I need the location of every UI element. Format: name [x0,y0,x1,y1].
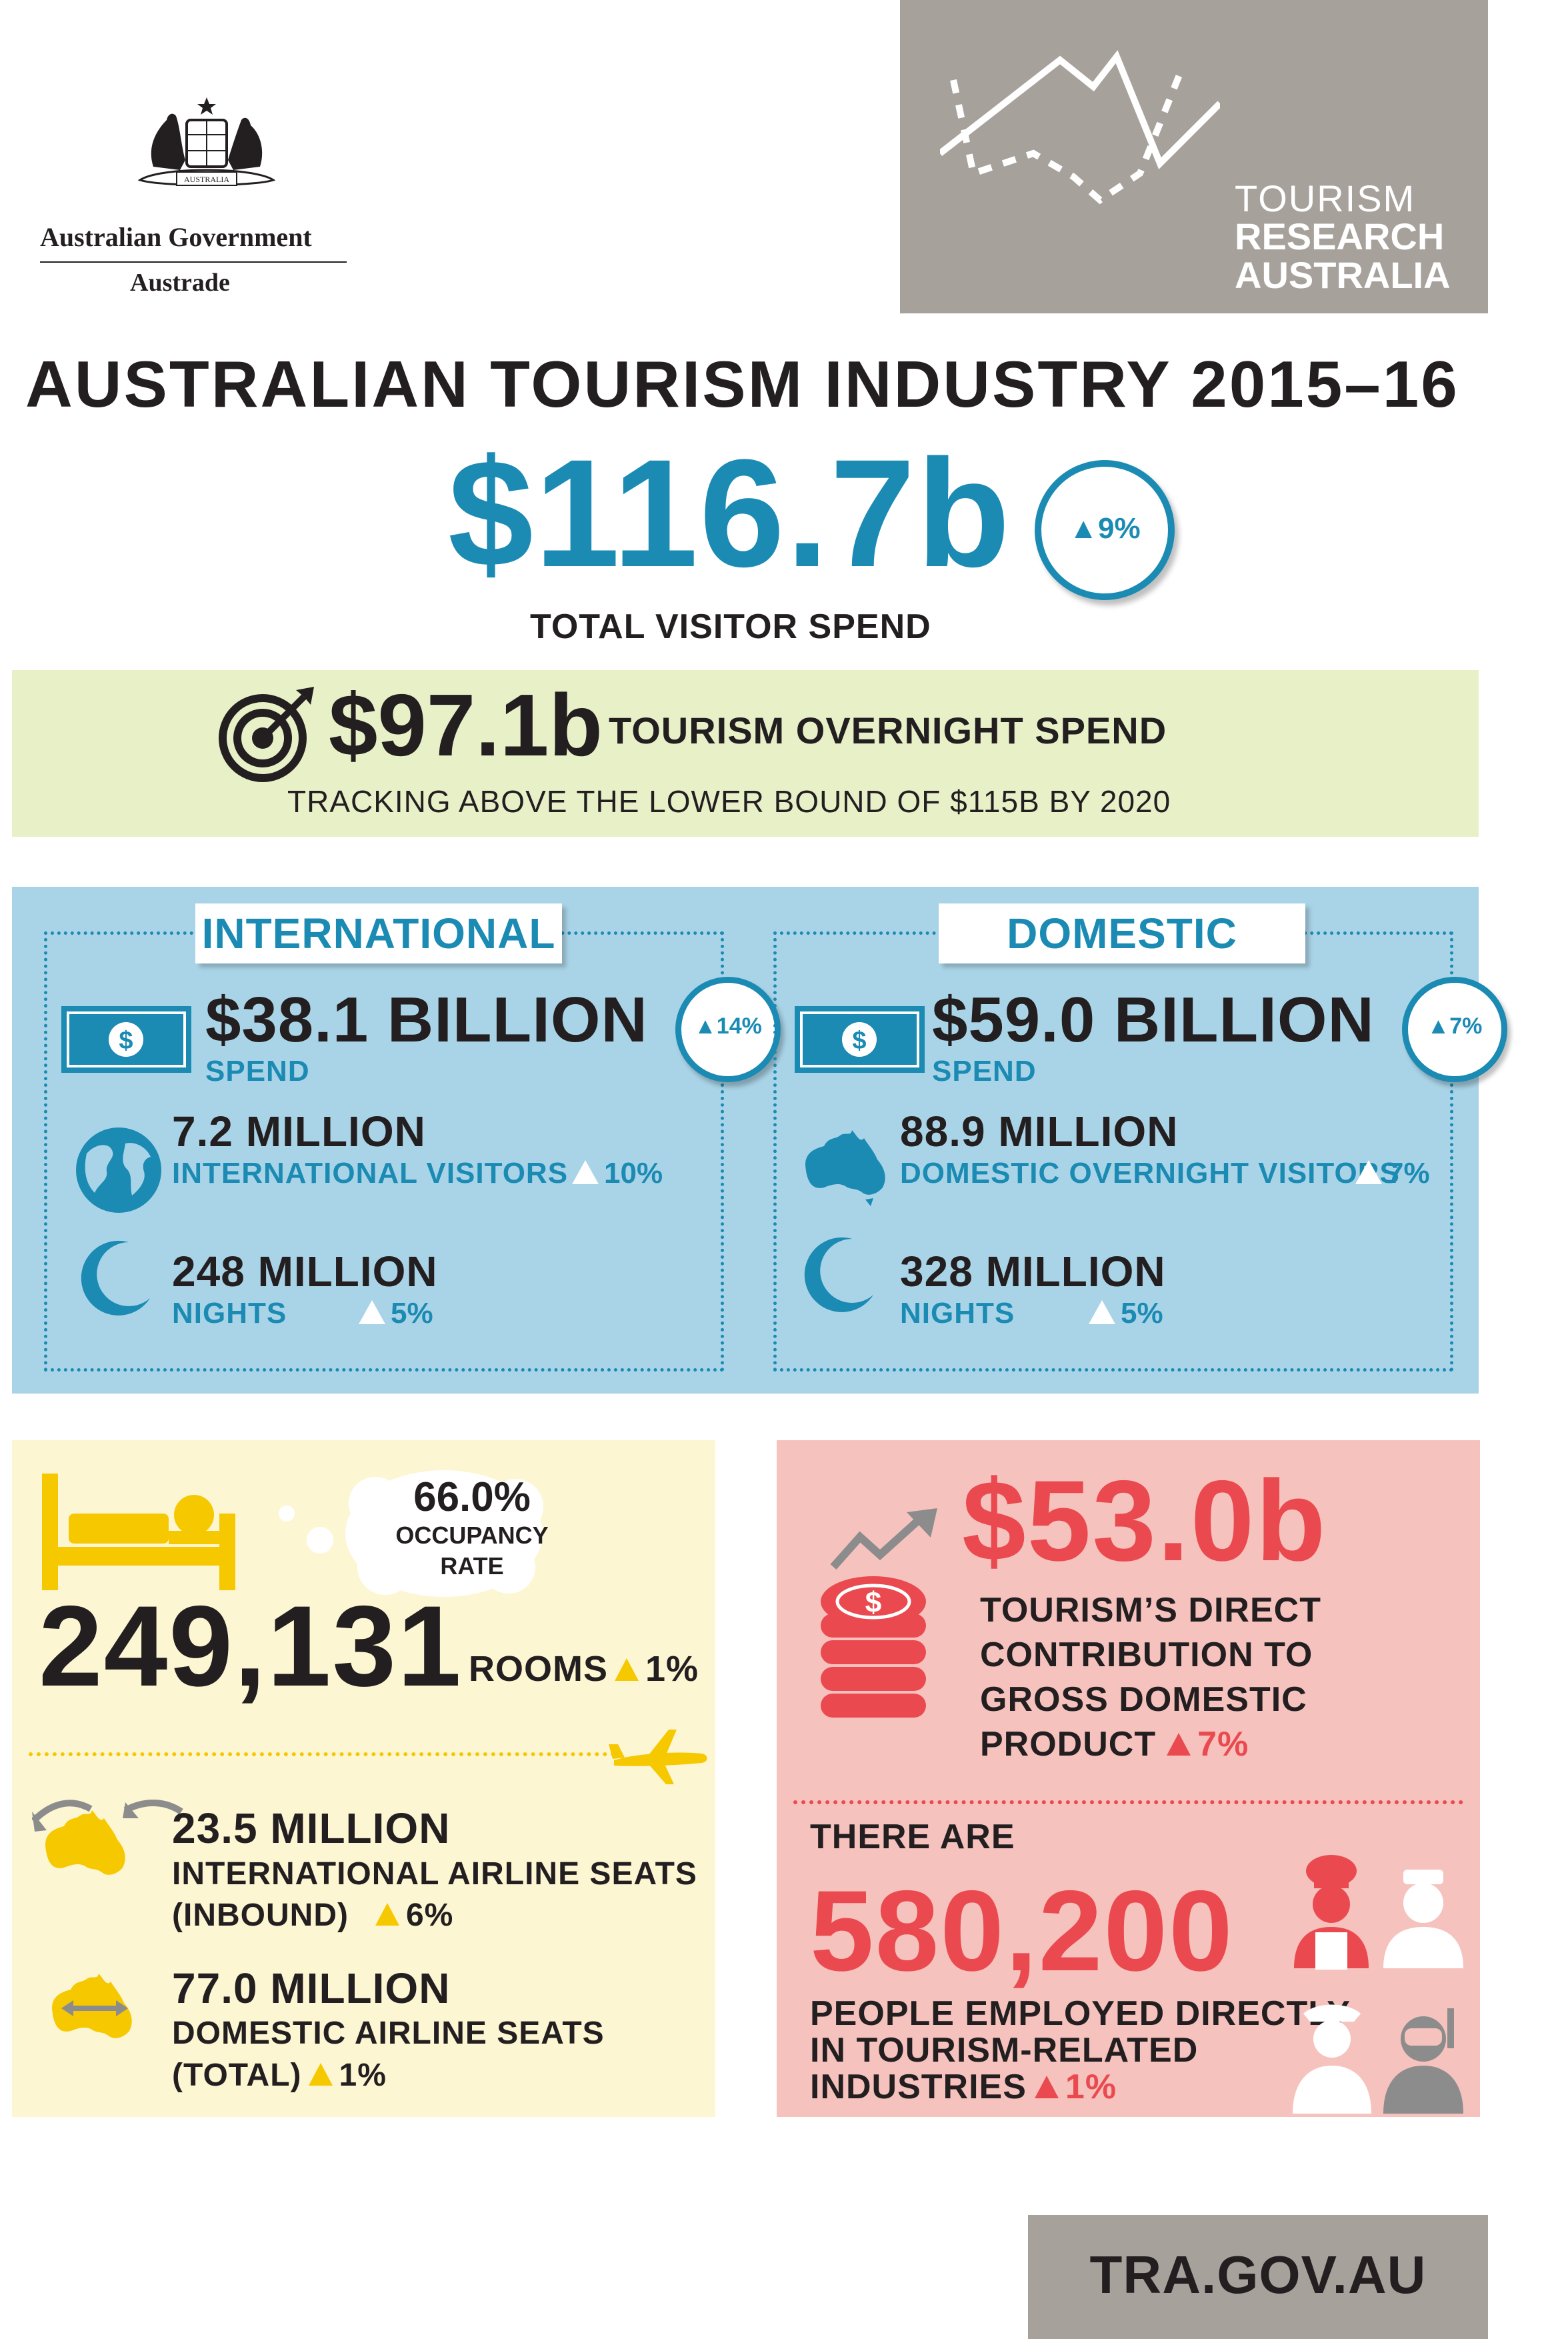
gdp-label-1: TOURISM’S DIRECT [980,1591,1321,1630]
globe-icon [76,1127,161,1213]
total-visitor-spend-value: $116.7b [448,427,1012,599]
up-arrow-icon [572,1160,599,1184]
international-nights-value: 248 MILLION [172,1248,438,1296]
up-arrow-icon [615,1658,639,1681]
australian-government-logo: AUSTRALIA Australian Government Austrade [27,93,347,320]
overnight-spend-value: $97.1b [329,676,603,774]
tra-line-2: RESEARCH [1235,215,1445,257]
domestic-flight-map-icon [52,1974,132,2038]
employment-label-2: IN TOURISM-RELATED [810,2031,1199,2070]
economic-contribution-panel: $ $53.0b TOURISM’S DIRECT CONTRIBUTION T… [777,1440,1480,2117]
divider [793,1800,1463,1804]
domestic-visitors-value: 88.9 MILLION [900,1107,1179,1155]
domestic-title: DOMESTIC [939,903,1305,963]
domestic-visitors-label: DOMESTIC OVERNIGHT VISITORS [900,1157,1400,1190]
department-name: Austrade [130,269,230,297]
occupancy-label: OCCUPANCY [395,1522,549,1549]
international-visitors-value: 7.2 MILLION [172,1107,426,1155]
international-nights-change: 5% [359,1297,433,1330]
change-badge: ▲7% [1402,977,1507,1082]
up-arrow-icon [375,1903,399,1926]
tra-line-3: AUSTRALIA [1235,254,1451,296]
international-nights-label: NIGHTS [172,1297,287,1330]
gdp-contribution-value: $53.0b [962,1457,1327,1585]
overnight-spend-band: $97.1b TOURISM OVERNIGHT SPEND TRACKING … [12,670,1479,837]
up-arrow-icon [1034,2076,1059,2098]
workers-icon [1293,1855,1463,2114]
change-value: 9% [1097,512,1141,545]
divider [40,261,347,263]
tourism-research-australia-logo: TOURISM RESEARCH AUSTRALIA [900,0,1488,313]
up-arrow-icon [1167,1733,1191,1756]
airplane-icon [609,1730,707,1784]
domestic-seats-label: DOMESTIC AIRLINE SEATS [172,2016,605,2051]
up-arrow-icon [359,1300,385,1324]
up-arrow-icon [1089,1300,1115,1324]
australia-map-icon [805,1130,885,1206]
domestic-seats-label-2: (TOTAL) 1% [172,2058,387,2093]
gdp-label-2: CONTRIBUTION TO [980,1636,1313,1674]
rooms-value: 249,131 [39,1582,463,1710]
money-icon: $ [795,1006,925,1073]
domestic-visitors-change: 7% [1355,1157,1430,1190]
international-seats-label-2: (INBOUND) 6% [172,1898,454,1933]
occupancy-value: 66.0% [413,1474,531,1520]
change-badge: ▲9% [1035,460,1175,600]
international-seats-label: INTERNATIONAL AIRLINE SEATS [172,1856,697,1892]
occupancy-label-2: RATE [440,1552,504,1580]
svg-text:$: $ [852,1027,866,1055]
svg-text:$: $ [119,1027,133,1055]
government-name: Australian Government [40,222,312,252]
employment-value: 580,200 [810,1867,1234,1995]
page-title: AUSTRALIAN TOURISM INDUSTRY 2015–16 [25,347,1459,421]
rooms-label: ROOMS 1% [469,1649,699,1689]
moon-icon [81,1240,150,1316]
money-icon: $ [61,1006,191,1073]
change-badge: ▲14% [675,977,781,1082]
employment-label-3: INDUSTRIES 1% [810,2068,1117,2106]
overnight-spend-target: TRACKING ABOVE THE LOWER BOUND OF $115B … [287,784,1171,819]
divider [29,1752,615,1756]
coin-stack-icon: $ [821,1576,926,1718]
international-title: INTERNATIONAL [195,903,562,963]
target-icon [219,687,314,782]
overnight-spend-label: TOURISM OVERNIGHT SPEND [609,709,1167,751]
total-visitor-spend-label: TOTAL VISITOR SPEND [530,607,931,646]
gdp-label-4: PRODUCT 7% [980,1725,1249,1764]
international-spend-value: $38.1 BILLION [205,984,648,1055]
international-spend-label: SPEND [205,1055,310,1087]
visitor-section: INTERNATIONAL $ $38.1 BILLION SPEND ▲14%… [12,887,1507,1394]
international-seats-value: 23.5 MILLION [172,1804,451,1852]
up-arrow-icon [308,2063,333,2086]
domestic-nights-change: 5% [1089,1297,1163,1330]
line-graph-icon [940,50,1220,205]
domestic-nights-value: 328 MILLION [900,1248,1166,1296]
footer: TRA.GOV.AU [1028,2215,1488,2339]
change-value: 7% [1449,1013,1483,1039]
domestic-spend-value: $59.0 BILLION [932,984,1375,1055]
employment-label-1: PEOPLE EMPLOYED DIRECTLY [810,1994,1351,2033]
domestic-spend-label: SPEND [932,1055,1037,1087]
website-link[interactable]: TRA.GOV.AU [1089,2245,1427,2304]
svg-text:$: $ [865,1586,881,1619]
up-arrow-icon [1355,1160,1382,1184]
international-visitors-label: INTERNATIONAL VISITORS [172,1157,569,1190]
thought-bubble [279,1470,543,1597]
accommodation-and-airline-panel: 66.0% OCCUPANCY RATE 249,131 ROOMS 1% 23.… [12,1440,715,2117]
change-value: 14% [716,1013,762,1039]
bed-icon [42,1474,235,1590]
international-visitors-change: 10% [572,1157,663,1190]
moon-icon [804,1237,873,1312]
up-arrow-icon: ▲ [1069,512,1098,545]
gdp-label-3: GROSS DOMESTIC [980,1680,1307,1719]
domestic-seats-value: 77.0 MILLION [172,1964,451,2012]
international-flight-map-icon [32,1800,183,1875]
trend-arrow-icon [830,1508,937,1570]
employment-intro: THERE ARE [810,1818,1015,1856]
domestic-nights-label: NIGHTS [900,1297,1015,1330]
coat-of-arms-icon: AUSTRALIA [137,97,276,186]
tra-line-1: TOURISM [1235,177,1416,219]
svg-text:AUSTRALIA: AUSTRALIA [184,175,229,184]
